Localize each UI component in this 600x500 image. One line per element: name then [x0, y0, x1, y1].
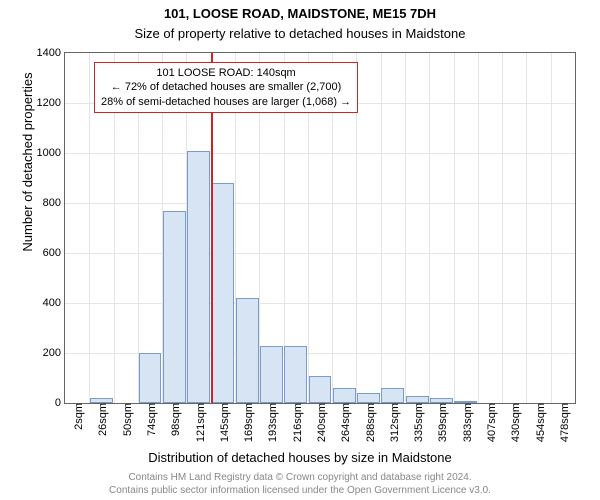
histogram-bar: [357, 393, 380, 403]
x-tick-label: 169sqm: [239, 403, 255, 442]
gridline-v: [381, 53, 382, 403]
y-tick-label: 1200: [37, 97, 65, 109]
histogram-bar: [139, 353, 162, 403]
x-tick-label: 98sqm: [166, 403, 182, 436]
x-tick-label: 430sqm: [506, 403, 522, 442]
x-tick-label: 240sqm: [312, 403, 328, 442]
histogram-bar: [381, 388, 404, 403]
footer-line2: Contains public sector information licen…: [0, 484, 600, 497]
histogram-bar: [333, 388, 356, 403]
x-tick-label: 478sqm: [555, 403, 571, 442]
chart-title: 101, LOOSE ROAD, MAIDSTONE, ME15 7DH: [0, 6, 600, 21]
histogram-bar: [260, 346, 283, 404]
chart-subtitle: Size of property relative to detached ho…: [0, 26, 600, 41]
gridline-v: [405, 53, 406, 403]
histogram-bar: [309, 376, 332, 404]
y-axis-label: Number of detached properties: [20, 0, 35, 337]
histogram-bar: [211, 183, 234, 403]
x-tick-label: 454sqm: [531, 403, 547, 442]
histogram-bar: [406, 396, 429, 404]
x-tick-label: 359sqm: [433, 403, 449, 442]
y-tick-label: 400: [43, 297, 65, 309]
annotation-line2: ← 72% of detached houses are smaller (2,…: [101, 80, 351, 94]
x-tick-label: 193sqm: [263, 403, 279, 442]
annotation-line1: 101 LOOSE ROAD: 140sqm: [101, 66, 351, 80]
x-tick-label: 407sqm: [482, 403, 498, 442]
histogram-bar: [163, 211, 186, 404]
x-tick-label: 264sqm: [336, 403, 352, 442]
gridline-v: [478, 53, 479, 403]
x-tick-label: 121sqm: [191, 403, 207, 442]
x-tick-label: 288sqm: [361, 403, 377, 442]
x-tick-label: 50sqm: [118, 403, 134, 436]
histogram-bar: [187, 151, 210, 404]
x-tick-label: 335sqm: [409, 403, 425, 442]
gridline-v: [429, 53, 430, 403]
gridline-v: [551, 53, 552, 403]
y-tick-label: 1400: [37, 47, 65, 59]
gridline-h: [65, 203, 575, 204]
histogram-bar: [236, 298, 259, 403]
gridline-h: [65, 153, 575, 154]
x-tick-label: 216sqm: [288, 403, 304, 442]
x-tick-label: 312sqm: [385, 403, 401, 442]
gridline-v: [526, 53, 527, 403]
gridline-v: [89, 53, 90, 403]
x-tick-label: 74sqm: [142, 403, 158, 436]
y-tick-label: 1000: [37, 147, 65, 159]
gridline-v: [454, 53, 455, 403]
y-tick-label: 0: [55, 397, 65, 409]
y-tick-label: 600: [43, 247, 65, 259]
x-tick-label: 383sqm: [458, 403, 474, 442]
histogram-bar: [284, 346, 307, 404]
gridline-h: [65, 303, 575, 304]
x-tick-label: 2sqm: [69, 403, 85, 430]
x-tick-label: 145sqm: [215, 403, 231, 442]
gridline-h: [65, 253, 575, 254]
gridline-v: [502, 53, 503, 403]
y-tick-label: 200: [43, 347, 65, 359]
chart-container: 101, LOOSE ROAD, MAIDSTONE, ME15 7DH Siz…: [0, 0, 600, 500]
annotation-box: 101 LOOSE ROAD: 140sqm ← 72% of detached…: [94, 62, 358, 113]
y-tick-label: 800: [43, 197, 65, 209]
footer-text: Contains HM Land Registry data © Crown c…: [0, 471, 600, 497]
annotation-line3: 28% of semi-detached houses are larger (…: [101, 95, 351, 109]
x-axis-label: Distribution of detached houses by size …: [0, 450, 600, 465]
footer-line1: Contains HM Land Registry data © Crown c…: [0, 471, 600, 484]
x-tick-label: 26sqm: [93, 403, 109, 436]
